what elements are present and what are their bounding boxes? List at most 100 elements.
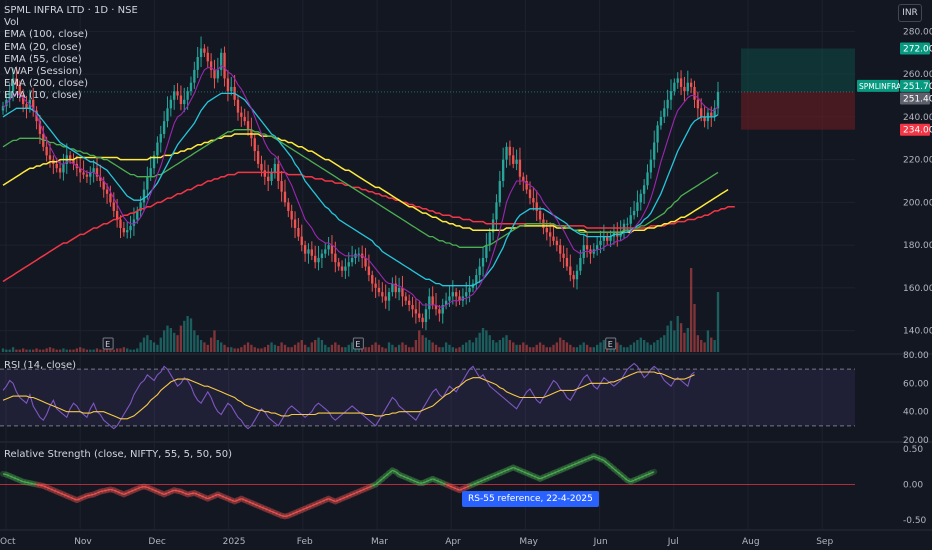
rs-segment (26, 481, 30, 484)
volume-bar (89, 349, 92, 352)
rs-segment (422, 481, 427, 484)
candle-body (559, 245, 562, 254)
volume-bar (347, 344, 350, 352)
volume-bar (28, 349, 32, 352)
rs-segment (150, 488, 155, 491)
candle-body (475, 275, 478, 284)
candle-body (119, 219, 122, 229)
volume-bar (686, 328, 689, 352)
candle-body (397, 287, 401, 293)
candle-body (522, 176, 525, 181)
rs-segment (368, 485, 373, 488)
candle-body (595, 245, 599, 250)
indicator-ema-55[interactable]: EMA (55, close) (4, 53, 82, 65)
rs-segment (241, 498, 245, 501)
candle-body (162, 121, 166, 134)
candle-body (283, 191, 287, 203)
volume-bar (622, 347, 626, 352)
candle-body (159, 133, 162, 143)
volume-bar (475, 337, 478, 352)
candle-body (216, 69, 220, 79)
rs-segment (217, 493, 222, 497)
volume-bar (599, 342, 602, 352)
volume-bar (434, 344, 438, 352)
candle-body (649, 159, 653, 173)
rs-segment (452, 486, 457, 490)
rsi-line (2, 362, 695, 430)
candle-body (683, 86, 686, 92)
volume-bar (112, 349, 115, 352)
rs-segment (536, 476, 541, 480)
volume-bar (461, 344, 465, 352)
volume-bar (394, 347, 397, 352)
rs-segment (214, 493, 219, 497)
rs-segment (395, 471, 400, 476)
time-tick-label: Oct (0, 537, 16, 547)
rs-segment (304, 506, 309, 510)
indicator-vol[interactable]: Vol (4, 17, 19, 29)
candle-body (434, 304, 438, 310)
volume-bar (139, 342, 142, 352)
indicator-ema-20[interactable]: EMA (20, close) (4, 41, 82, 53)
rs-segment (163, 492, 168, 495)
currency-button[interactable]: INR (898, 4, 922, 22)
rs-segment (133, 488, 138, 491)
rs-label[interactable]: Relative Strength (close, NIFTY, 55, 5, … (4, 449, 233, 460)
rs-segment (170, 489, 175, 493)
volume-bar (99, 349, 102, 352)
candle-body (11, 78, 15, 92)
candle-body (176, 91, 179, 96)
earnings-marker[interactable] (605, 337, 617, 350)
volume-bar (75, 348, 79, 352)
rs-segment (267, 509, 272, 512)
indicator-ema-200[interactable]: EMA (200, close) (4, 78, 88, 90)
candle-body (112, 202, 115, 211)
volume-bar (203, 342, 206, 352)
rs-segment (381, 475, 387, 480)
volume-bar (559, 337, 562, 352)
volume-bar (501, 337, 505, 352)
volume-bar (535, 344, 538, 352)
candle-body (82, 172, 85, 175)
volume-bar (592, 347, 595, 352)
rs-segment (482, 478, 487, 481)
volume-bar (18, 349, 21, 352)
candle-body (555, 240, 559, 246)
candle-body (179, 95, 183, 105)
volume-bar (213, 330, 216, 352)
rs-segment (593, 455, 598, 459)
rs-segment (278, 513, 282, 517)
symbol-title[interactable]: SPML INFRA LTD · 1D · NSE (4, 5, 138, 16)
volume-bar (132, 349, 136, 352)
candle-body (656, 125, 659, 143)
rs-segment (633, 478, 638, 481)
last-price-label-box (900, 79, 930, 92)
candle-body (5, 99, 8, 107)
rs-segment (184, 492, 188, 495)
earnings-marker[interactable] (102, 337, 114, 350)
last-price-label: 251.70 (903, 82, 932, 92)
price-tick-label: 220.00 (903, 156, 932, 166)
rs-segment (291, 512, 296, 515)
volume-bar (344, 347, 347, 352)
indicator-vwap[interactable]: VWAP (Session) (4, 65, 83, 77)
volume-bar (58, 349, 62, 352)
rs-segment (365, 486, 370, 490)
rs-segment (29, 482, 34, 485)
indicator-ema-10[interactable]: EMA (10, close) (4, 90, 82, 102)
volume-bar (263, 347, 267, 352)
volume-bar (297, 342, 300, 352)
volume-bar (468, 340, 471, 352)
candle-body (626, 223, 629, 225)
prev-price-label-box (900, 92, 930, 105)
candle-body (310, 249, 313, 256)
symbol-tag-label: SPMLINFRA (859, 82, 902, 91)
indicator-ema-100[interactable]: EMA (100, close) (4, 29, 88, 41)
earnings-marker[interactable] (352, 337, 364, 350)
candle-body (267, 176, 270, 181)
candle-body (646, 172, 649, 186)
rs-segment (56, 491, 61, 494)
volume-bar (327, 347, 330, 352)
rsi-label[interactable]: RSI (14, close) (4, 360, 77, 371)
